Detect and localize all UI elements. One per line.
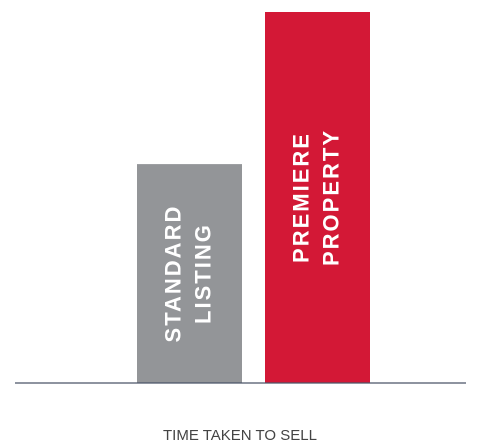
bar-label: STANDARD [160,205,185,343]
bar-label: LISTING [190,223,215,324]
bar [137,164,242,383]
x-axis-label: TIME TAKEN TO SELL [163,427,317,444]
bar-label: PROPERTY [318,129,343,266]
bar [265,12,370,383]
bar-label: PREMIERE [288,132,313,263]
